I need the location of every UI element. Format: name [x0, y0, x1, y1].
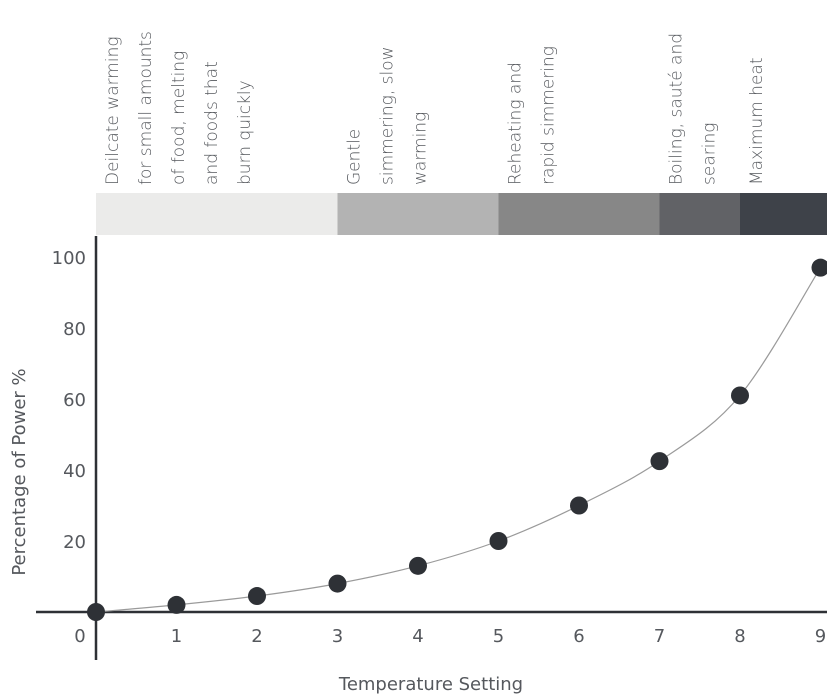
data-point-8 — [731, 386, 749, 405]
heat-band-1-line-2: for small amounts — [136, 31, 156, 185]
x-tick-label: 5 — [493, 626, 504, 647]
heat-band-4-line-2: searing — [700, 123, 720, 185]
y-tick-label: 40 — [63, 461, 86, 482]
x-tick-label: 2 — [251, 626, 262, 647]
y-tick-label: 60 — [63, 390, 86, 411]
x-tick-label: 8 — [734, 626, 745, 647]
y-tick-label: 100 — [52, 248, 86, 269]
y-tick-label: 20 — [63, 532, 86, 553]
heat-bands — [96, 193, 827, 235]
x-tick-label: 4 — [412, 626, 423, 647]
x-tick-label: 6 — [573, 626, 584, 647]
data-point-5 — [489, 532, 508, 550]
heat-band-5 — [740, 193, 827, 235]
heat-band-1-line-5: burn quickly — [235, 80, 255, 185]
x-tick-label: 3 — [332, 626, 343, 647]
heat-band-labels: Deilcate warming for small amounts of food… — [103, 31, 767, 185]
data-point-3 — [328, 574, 347, 593]
heat-band-2-line-3: warming — [411, 112, 431, 185]
data-point-4 — [409, 556, 427, 575]
heat-band-5-line-1: Maximum heat — [747, 58, 767, 185]
x-tick-label: 0 — [74, 626, 85, 647]
axes — [36, 236, 827, 660]
heat-band-1 — [96, 193, 338, 235]
heat-band-2-line-1: Gentle — [345, 129, 365, 185]
heat-band-1-line-3: of food, melting — [169, 51, 189, 185]
trend-curve — [95, 267, 822, 613]
data-point-1 — [167, 595, 186, 614]
heat-band-2-line-2: simmering, slow — [378, 46, 398, 185]
data-point-7 — [650, 452, 669, 471]
heat-band-1-line-1: Deilcate warming — [103, 36, 123, 185]
heat-band-3-line-1: Reheating and — [506, 62, 526, 185]
tick-labels: 0 1 2 3 4 5 6 7 8 9 20 40 60 80 100 — [52, 248, 827, 647]
x-tick-label: 9 — [815, 626, 826, 647]
y-tick-label: 80 — [63, 319, 86, 340]
x-tick-label: 1 — [171, 626, 182, 647]
heat-band-1-line-4: and foods that — [202, 61, 222, 185]
data-point-9 — [811, 258, 827, 277]
heat-band-2 — [337, 193, 499, 235]
x-axis-title: Temperature Setting — [338, 674, 523, 695]
data-point-2 — [248, 587, 266, 606]
x-tick-label: 7 — [654, 626, 665, 647]
data-points — [87, 258, 827, 621]
data-point-6 — [570, 496, 588, 515]
heat-band-4 — [659, 193, 740, 235]
heat-band-3 — [498, 193, 660, 235]
heat-band-3-line-2: rapid simmering — [539, 46, 559, 185]
data-point-0 — [87, 603, 105, 621]
y-axis-title: Percentage of Power % — [9, 368, 30, 575]
heat-band-4-line-1: Boiling, sauté and — [667, 33, 687, 185]
